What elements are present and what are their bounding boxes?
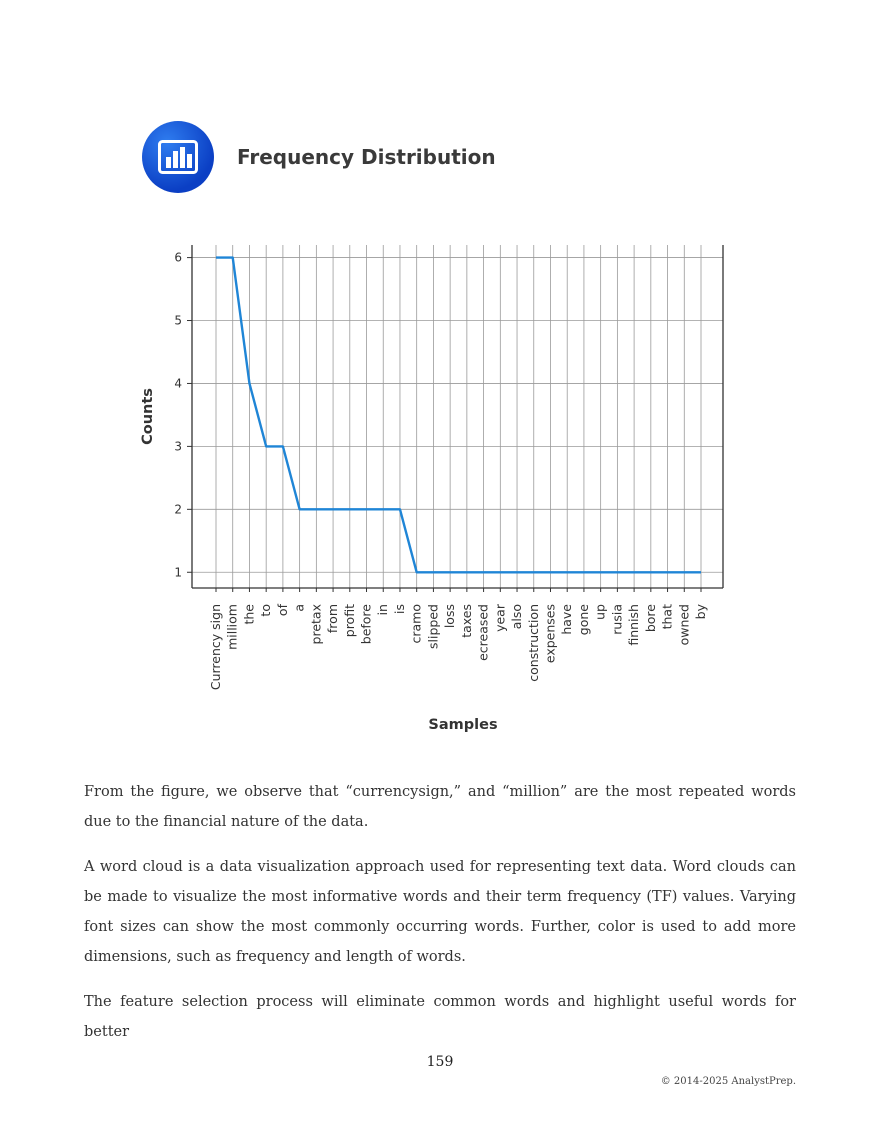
x-tick-label: before <box>359 604 374 645</box>
x-tick-label: taxes <box>459 604 474 638</box>
y-tick-label: 2 <box>174 502 182 516</box>
frequency-distribution-chart: 1 2 3 4 5 6 Currency sign milliom the to of a pretax… <box>140 245 724 733</box>
x-tick-label: Currency sign <box>208 604 223 690</box>
y-tick-label: 5 <box>174 314 182 328</box>
x-tick-label: loss <box>442 604 457 628</box>
figure-header <box>142 121 214 193</box>
x-tick-label: of <box>275 603 290 616</box>
x-tick-label: expenses <box>542 604 557 663</box>
x-tick-label: that <box>660 604 675 629</box>
copyright-notice: © 2014-2025 AnalystPrep. <box>660 1076 796 1087</box>
x-tick-label: from <box>325 604 340 633</box>
x-tick-label: construction <box>526 604 541 682</box>
bar-chart-icon <box>142 121 214 193</box>
body-paragraph-3: The feature selection process will elimi… <box>84 994 796 1040</box>
x-tick-label: milliom <box>225 604 240 650</box>
y-tick-label: 1 <box>174 565 182 579</box>
body-paragraph-2: A word cloud is a data visualization app… <box>84 859 796 965</box>
x-tick-label: by <box>693 603 708 619</box>
x-tick-label: pretax <box>308 604 323 644</box>
x-tick-label: is <box>392 604 407 614</box>
x-tick-label: to <box>258 604 273 617</box>
x-tick-label: rusia <box>609 604 624 635</box>
body-paragraph-1: From the figure, we observe that “curren… <box>84 784 796 830</box>
x-tick-label: in <box>375 604 390 615</box>
page-number: 159 <box>426 1054 454 1070</box>
x-tick-label: owned <box>676 604 691 645</box>
x-tick-label: the <box>241 604 256 625</box>
x-tick-label: ecreased <box>476 604 491 661</box>
x-tick-label: have <box>559 604 574 635</box>
x-tick-label: finnish <box>626 604 641 646</box>
x-tick-label: up <box>593 604 608 620</box>
x-tick-label: slipped <box>425 604 440 649</box>
x-tick-label: profit <box>342 604 357 637</box>
y-axis-label: Counts <box>140 388 156 445</box>
x-axis-label: Samples <box>428 717 497 733</box>
x-tick-label: a <box>292 604 307 612</box>
y-tick-label: 3 <box>174 439 182 453</box>
y-tick-label: 6 <box>174 251 182 265</box>
x-tick-label: also <box>509 604 524 629</box>
y-tick-label: 4 <box>174 376 182 390</box>
x-tick-label: bore <box>643 604 658 632</box>
figure-title: Frequency Distribution <box>237 145 496 169</box>
data-series-line <box>216 256 701 574</box>
x-tick-label: cramo <box>409 604 424 644</box>
x-tick-label: gone <box>576 604 591 636</box>
x-tick-label: year <box>492 603 507 632</box>
